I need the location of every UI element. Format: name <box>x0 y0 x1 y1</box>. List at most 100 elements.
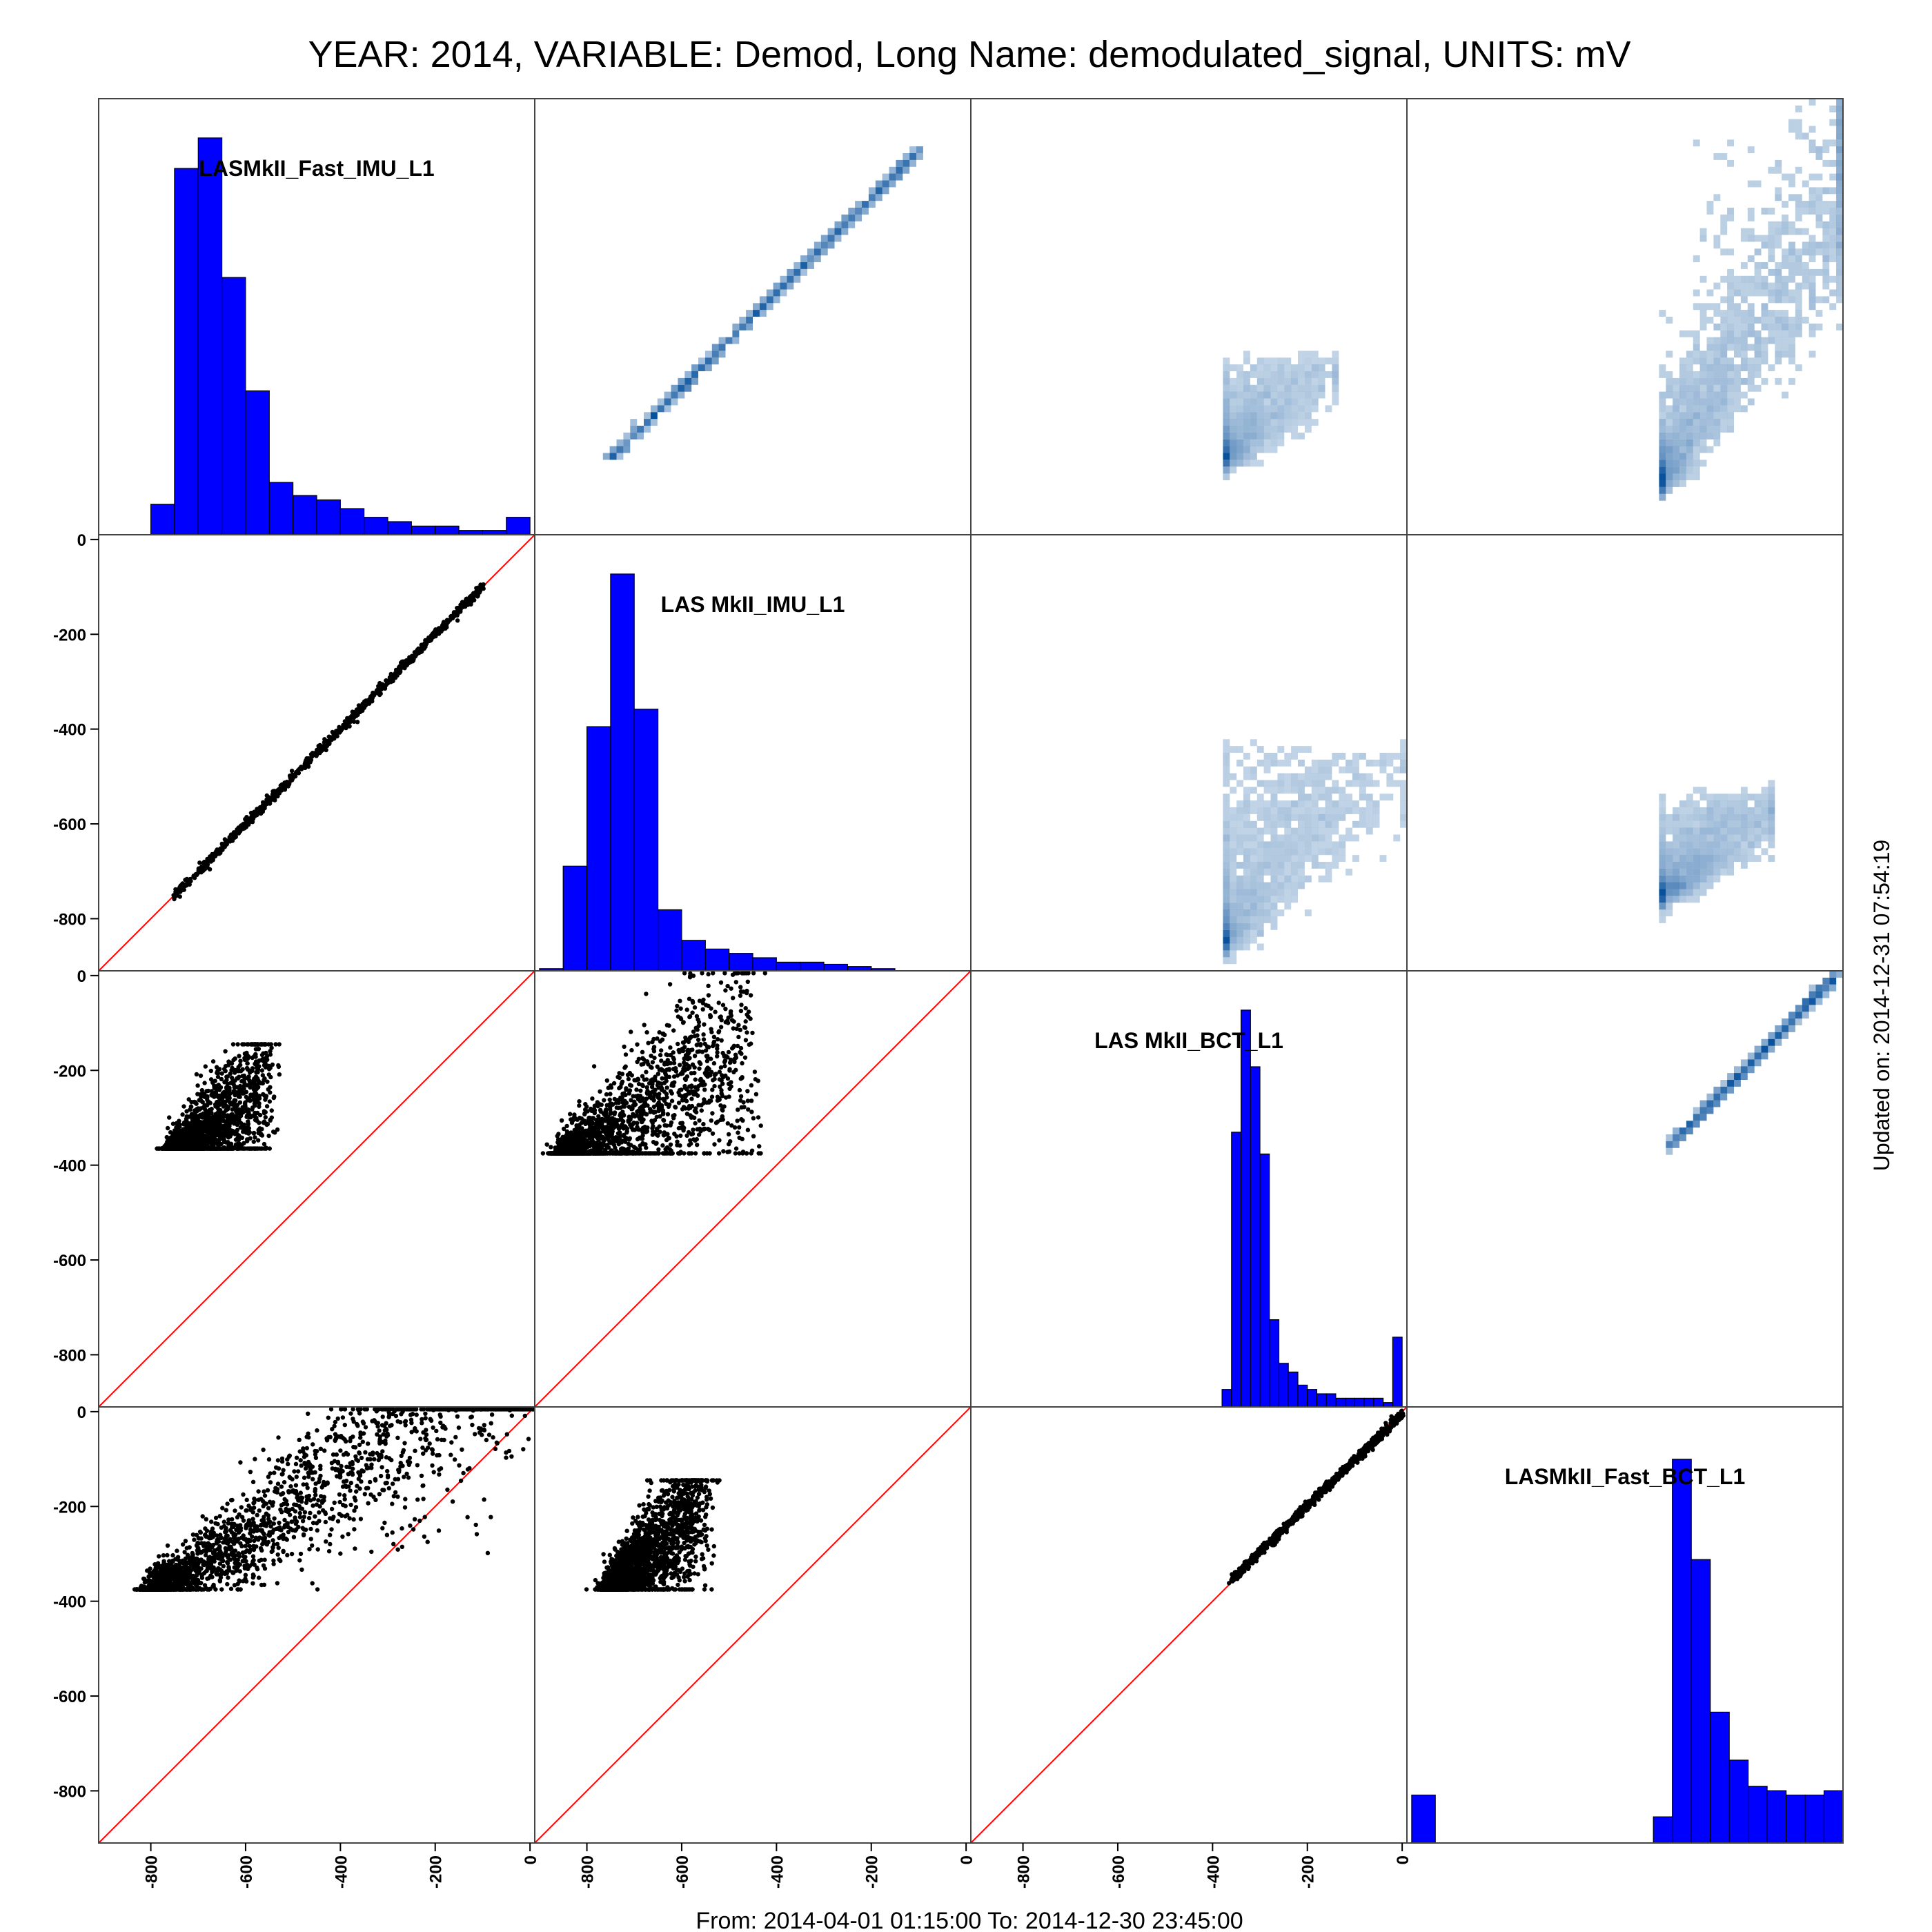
data-point <box>220 1115 225 1121</box>
data-point <box>701 1032 706 1037</box>
data-point <box>293 773 298 779</box>
histogram-bar <box>174 168 199 535</box>
data-point <box>734 1026 739 1032</box>
data-point <box>675 1139 680 1144</box>
density-cell <box>1332 371 1339 378</box>
density-cell <box>1270 426 1278 433</box>
histogram-bar <box>150 504 175 535</box>
data-point <box>709 1006 713 1011</box>
density-cell <box>1291 432 1298 440</box>
data-point <box>233 1108 238 1113</box>
data-point <box>217 1146 221 1151</box>
histogram-bar <box>1269 1319 1280 1408</box>
data-point <box>457 606 462 611</box>
density-cell <box>1284 412 1292 420</box>
density-cell <box>882 180 889 188</box>
density-cell <box>718 351 726 358</box>
density-cell <box>1270 432 1278 440</box>
density-cell <box>1250 419 1257 426</box>
data-point <box>678 1143 682 1148</box>
data-point <box>475 593 480 598</box>
density-cell <box>903 166 910 174</box>
density-cell <box>766 289 773 297</box>
data-point <box>175 1130 180 1134</box>
data-point <box>217 1096 222 1101</box>
data-point <box>210 1125 215 1130</box>
data-point <box>738 1094 744 1099</box>
data-point <box>660 1143 665 1148</box>
density-cell <box>746 317 753 324</box>
density-cell <box>637 432 644 440</box>
data-point <box>221 1099 226 1104</box>
data-point <box>217 1087 222 1092</box>
data-point <box>240 1122 245 1127</box>
density-cell <box>650 419 658 426</box>
density-cell <box>909 146 916 153</box>
density-cell <box>916 146 923 153</box>
density-cell <box>1243 419 1250 426</box>
data-point <box>179 1142 184 1147</box>
data-point <box>661 1117 666 1123</box>
variable-label: LAS MkII_IMU_L1 <box>661 592 845 617</box>
data-point <box>727 1094 731 1099</box>
density-cell <box>1270 398 1278 406</box>
data-point <box>268 798 274 802</box>
data-point <box>278 787 283 792</box>
density-cell <box>1230 460 1237 467</box>
density-cell <box>814 255 821 262</box>
histogram-bar <box>776 961 801 972</box>
density-cell <box>759 310 767 317</box>
data-point <box>715 1037 720 1042</box>
density-cell <box>1263 357 1271 365</box>
data-point <box>706 983 711 989</box>
density-cell <box>732 337 740 344</box>
scatter-panel-r2c1 <box>99 535 535 971</box>
density-cell <box>903 159 910 167</box>
data-point <box>678 1063 682 1067</box>
density-cell <box>896 173 903 181</box>
data-point <box>195 1141 201 1145</box>
density-cell <box>780 282 787 290</box>
data-point <box>607 1097 612 1103</box>
density-cell <box>855 208 862 215</box>
data-point <box>248 1136 253 1141</box>
density-cell <box>1277 405 1285 413</box>
data-point <box>275 1127 280 1132</box>
data-point <box>170 1121 176 1126</box>
histogram-bar <box>1240 1009 1251 1408</box>
density-cell <box>1236 426 1243 433</box>
density-cell <box>773 296 780 304</box>
density-cell <box>1298 364 1305 371</box>
density-cell <box>1243 460 1250 467</box>
histogram-bar <box>586 726 611 972</box>
data-point <box>624 1086 629 1091</box>
density-cell <box>1270 439 1278 446</box>
data-point <box>694 1043 699 1047</box>
data-point <box>201 860 206 866</box>
data-point <box>577 1099 582 1104</box>
data-point <box>213 1102 218 1107</box>
data-point <box>208 1121 213 1126</box>
data-point <box>255 1065 259 1070</box>
histogram-bar <box>1690 1559 1711 1844</box>
density-cell <box>1256 446 1264 453</box>
density-cell <box>1256 432 1264 440</box>
data-point <box>250 1146 255 1151</box>
density-cell <box>1304 351 1312 358</box>
density-cell <box>827 241 835 249</box>
data-point <box>245 1083 250 1088</box>
density-cell <box>1256 412 1264 420</box>
data-point <box>273 1042 278 1047</box>
data-point <box>738 985 743 989</box>
data-point <box>256 1096 261 1101</box>
data-point <box>644 1030 649 1035</box>
density-cell <box>800 255 807 262</box>
data-point <box>271 1130 276 1134</box>
density-cell <box>691 364 698 371</box>
density-cell <box>664 405 671 413</box>
scatter-panel-r3c1 <box>99 971 535 1407</box>
data-point <box>696 1132 702 1137</box>
data-point <box>183 878 188 883</box>
density-cell <box>800 262 807 269</box>
data-point <box>743 1006 748 1011</box>
